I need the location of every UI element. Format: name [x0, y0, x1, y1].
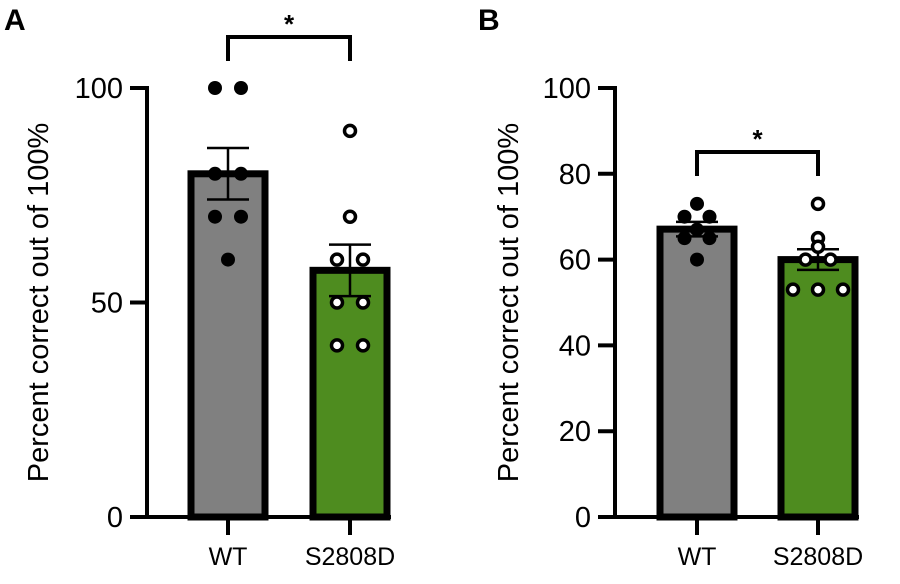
data-point [355, 252, 371, 267]
data-point [810, 196, 826, 212]
data-point [702, 209, 717, 224]
x-tick-label: S2808D [773, 543, 863, 571]
data-point [677, 231, 692, 246]
significance-bracket [226, 35, 352, 61]
y-tick-label: 60 [559, 245, 591, 277]
y-tick-label: 50 [91, 288, 123, 320]
data-point [208, 166, 222, 181]
data-point [785, 282, 801, 297]
data-point [221, 252, 235, 267]
data-point [702, 231, 717, 246]
bar-s2808d [777, 256, 859, 521]
significance-star: * [284, 9, 295, 39]
y-tick-label: 0 [107, 502, 123, 534]
data-point [329, 295, 345, 310]
data-point [234, 81, 248, 95]
y-tick-label: 80 [559, 159, 591, 191]
data-point [677, 209, 692, 224]
y-tick-label: 0 [575, 502, 591, 534]
data-point [342, 123, 358, 139]
significance-star: * [752, 124, 763, 154]
data-point [234, 209, 248, 224]
data-point [810, 282, 826, 297]
data-point [342, 209, 358, 224]
panel-label: B [478, 4, 500, 37]
data-point [208, 81, 222, 95]
data-point [329, 338, 345, 353]
y-tick-label: 20 [559, 416, 591, 448]
bar-wt [187, 170, 269, 521]
bar-wt [656, 225, 738, 521]
data-point [690, 252, 704, 267]
significance-bracket [695, 150, 820, 176]
data-point [355, 295, 371, 310]
data-point [690, 222, 704, 237]
panel-label: A [4, 4, 26, 37]
data-point [234, 166, 248, 181]
x-tick-label: WT [678, 543, 717, 571]
data-point [329, 252, 345, 267]
y-axis-label: Percent correct out of 100% [493, 123, 525, 482]
bar-s2808d [309, 266, 391, 521]
y-tick-label: 40 [559, 330, 591, 362]
y-tick-label: 100 [75, 73, 123, 105]
y-axis-label: Percent correct out of 100% [23, 123, 55, 482]
data-point [823, 252, 838, 267]
data-point [798, 252, 813, 267]
x-tick-label: WT [209, 543, 248, 571]
y-tick-label: 100 [543, 73, 591, 105]
x-tick-label: S2808D [305, 543, 395, 571]
data-point [208, 209, 222, 224]
data-point [835, 282, 851, 297]
data-point [690, 196, 704, 211]
data-point [355, 338, 371, 353]
data-point [810, 239, 826, 254]
